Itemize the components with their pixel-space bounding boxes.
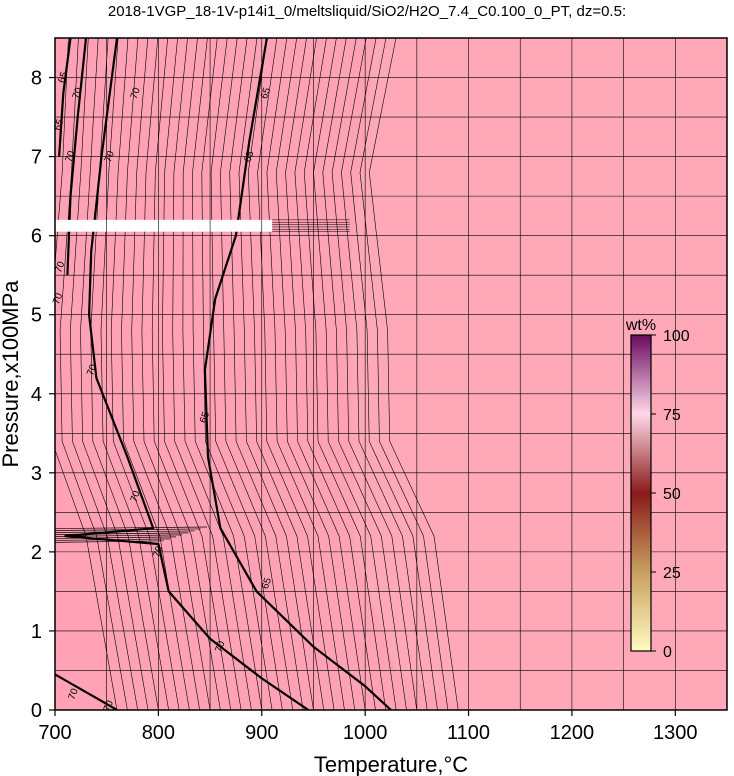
thin-contour-line	[275, 38, 356, 710]
thin-contour-line	[192, 38, 263, 710]
colorbar	[630, 334, 652, 652]
thin-contour-line	[151, 38, 221, 710]
contour-label: 70	[64, 149, 78, 164]
dense-line-p22	[55, 536, 176, 539]
plot-frame	[54, 37, 728, 711]
thin-contour-line	[303, 38, 387, 710]
contour-label: 70	[151, 544, 165, 559]
y-tick-label: 4	[31, 384, 42, 406]
y-axis-label: Pressure,x100MPa	[0, 280, 23, 468]
thin-contour-line	[100, 38, 169, 710]
thin-contour-line	[162, 38, 232, 710]
thin-contour-line	[220, 38, 294, 710]
thin-contour-line	[331, 38, 418, 710]
thin-contour-line	[294, 38, 376, 710]
grid	[55, 38, 727, 710]
contour-label: 65	[198, 410, 212, 425]
contour-label: 70	[103, 149, 117, 164]
x-axis-label: Temperature,°C	[314, 752, 468, 776]
y-tick-label: 7	[31, 147, 42, 169]
y-tick-label: 0	[31, 700, 42, 722]
y-tick-label: 5	[31, 305, 42, 327]
colorbar-tick-label: 100	[663, 328, 690, 345]
y-tick-label: 1	[31, 621, 42, 643]
x-tick-label: 700	[38, 722, 71, 744]
contour-label: 70	[129, 489, 143, 504]
x-tick-label: 1000	[343, 722, 388, 744]
contour-label: 70	[71, 86, 85, 101]
contour-label: 65	[56, 70, 70, 85]
x-tick-label: 1200	[550, 722, 595, 744]
thin-contour-line	[90, 38, 159, 710]
colorbar-tick-label: 75	[663, 407, 681, 424]
contour-label: 70	[129, 86, 143, 101]
contour-label: 70	[85, 363, 99, 378]
contour-label: 65	[52, 117, 66, 132]
colorbar-tick-label: 0	[663, 644, 672, 661]
thin-contour-line	[110, 38, 180, 710]
y-tick-label: 2	[31, 542, 42, 564]
thin-contours	[55, 38, 459, 710]
contour-label: 70	[53, 260, 67, 275]
thin-contour-line	[247, 38, 325, 710]
contour-label: 65	[260, 576, 274, 591]
x-tick-label: 800	[142, 722, 175, 744]
dense-line-p22	[55, 526, 207, 529]
contour-label: 65	[242, 149, 256, 164]
thin-contour-line	[368, 38, 459, 710]
thin-contour-line	[359, 38, 449, 710]
plot-area	[55, 38, 727, 710]
y-tick-label: 8	[31, 68, 42, 90]
x-tick-label: 1300	[653, 722, 698, 744]
chart-title: 2018-1VGP_18-1V-p14i1_0/meltsliquid/SiO2…	[108, 3, 626, 20]
thin-contour-line	[69, 38, 138, 710]
y-tick-label: 6	[31, 226, 42, 248]
thin-contour-line	[229, 38, 304, 710]
thin-contour-line	[238, 38, 314, 710]
thin-contour-line	[141, 38, 211, 710]
thin-contour-line	[172, 38, 242, 710]
thin-contour-line	[55, 38, 118, 710]
contour-label: 65	[259, 86, 273, 101]
thin-contour-line	[210, 38, 283, 710]
contour-label: 70	[213, 639, 227, 654]
thin-contour-line	[80, 38, 149, 710]
thin-contour-line	[313, 38, 397, 710]
thin-contour-line	[182, 38, 252, 710]
thin-contour-line	[121, 38, 190, 710]
contour-label: 70	[67, 687, 81, 702]
thin-contour-line	[322, 38, 407, 710]
x-tick-label: 1100	[447, 722, 490, 744]
thin-contour-line	[59, 38, 128, 710]
thin-contour-line	[285, 38, 366, 710]
thin-contour-line	[131, 38, 200, 710]
thin-contour-line	[266, 38, 345, 710]
colorbar-tick-label: 50	[663, 486, 681, 503]
thin-contour-line	[257, 38, 335, 710]
data-gap	[55, 219, 273, 232]
y-tick-label: 3	[31, 463, 42, 485]
x-tick-label: 900	[245, 722, 278, 744]
contour-65	[203, 38, 392, 710]
thin-contour-line	[341, 38, 428, 710]
dense-line-p22	[55, 540, 164, 543]
colorbar-tick-label: 25	[663, 565, 681, 582]
colorbar-label: wt%	[625, 317, 656, 334]
contour-70	[55, 673, 118, 710]
contour-65	[58, 38, 72, 157]
